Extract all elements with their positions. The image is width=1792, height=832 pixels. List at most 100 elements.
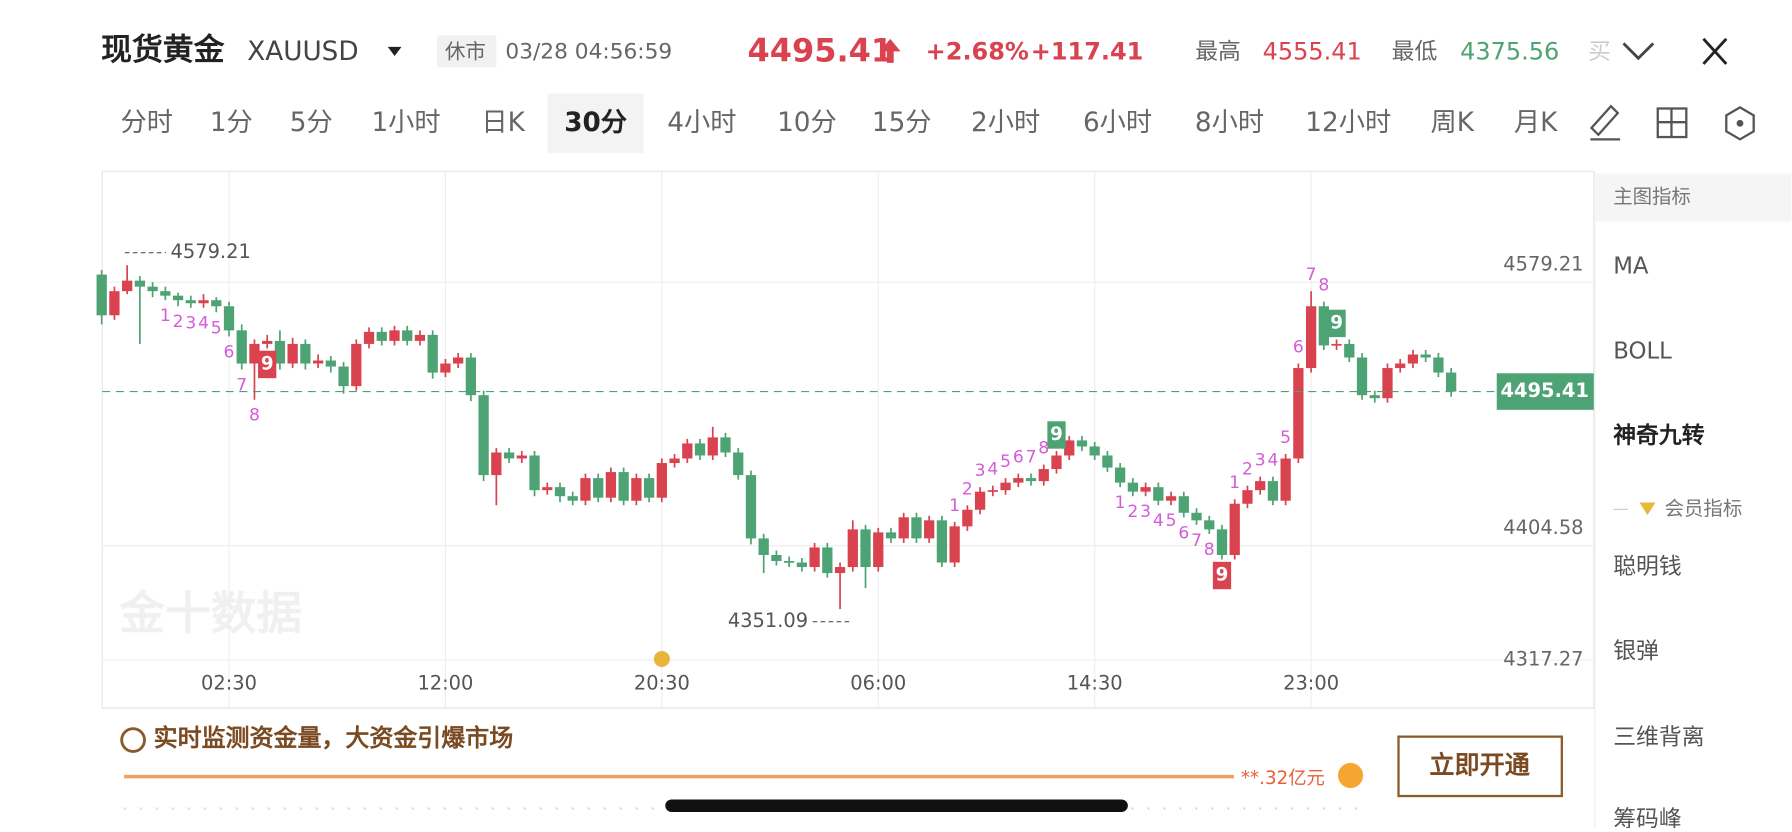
tab-active-bg [547,93,644,154]
candle-body [924,520,935,539]
close-icon[interactable] [1702,37,1728,65]
td-nine-box [258,350,277,379]
banner-text: 实时监测资金量，大资金引爆市场 [154,724,514,752]
td-nine-box [1212,561,1232,590]
x-tick-label: 02:30 [201,672,257,695]
candle-body [1153,487,1164,501]
settings-icon[interactable] [1725,106,1755,141]
td-count: 8 [1318,276,1329,296]
candle-body [134,280,146,287]
tab[interactable]: 12小时 [1305,108,1391,138]
min-label: 4351.09 [728,609,808,632]
tab[interactable]: 月K [1514,108,1558,138]
y-tick-label: 4579.21 [1503,253,1583,276]
tab[interactable]: 1小时 [371,108,440,138]
candle-body [631,478,642,501]
tab[interactable]: 周K [1430,108,1474,138]
candle-body [758,538,769,555]
candle-body [974,491,986,510]
tab[interactable]: 2小时 [971,108,1040,138]
open-button-text[interactable]: 立即开通 [1429,750,1529,779]
tab[interactable]: 4小时 [667,108,736,138]
candle-body [1076,440,1088,447]
layout-icon-lines [1657,108,1687,138]
indicator-item[interactable]: 筹码峰 [1613,807,1682,832]
candle-body [529,455,540,491]
watermark: 金十数据 [118,587,302,640]
symbol[interactable]: XAUUSD [247,37,358,67]
candle-body [809,547,820,568]
candle-body [1191,512,1202,521]
indicator-item[interactable]: MA [1613,254,1649,280]
high: 4555.41 [1263,38,1362,66]
tab[interactable]: 1分 [210,108,253,138]
candle-body [325,360,336,367]
candle-body [784,561,795,563]
candle-body [682,443,693,459]
td-count: 1 [949,496,960,516]
low: 4375.56 [1460,38,1559,66]
tab[interactable]: 分时 [121,108,174,138]
td-nine: 9 [1050,424,1063,445]
td-count: 1 [1229,473,1240,493]
indicator-item[interactable]: BOLL [1613,338,1672,364]
banner-icon [120,727,146,753]
indicator-item[interactable]: 神奇九转 [1613,422,1704,449]
td-count: 2 [173,312,184,332]
draw-icon[interactable] [1589,104,1621,141]
td-count: 3 [975,461,986,481]
candle-body [1051,455,1062,470]
banner-amount: **.32亿元 [1241,768,1325,789]
candle-body [414,334,426,341]
indicator-item[interactable]: 聪明钱 [1613,554,1681,580]
y-tick-label: 4404.58 [1503,516,1583,539]
indicator-item[interactable]: 三维背离 [1613,724,1704,750]
td-count: 5 [211,318,222,338]
candle-body [1420,354,1431,358]
dropdown-icon[interactable] [387,46,402,56]
candle-body [618,472,629,501]
candle-body [1382,368,1393,399]
tab[interactable]: 10分 [777,108,837,138]
tab[interactable]: 15分 [872,108,932,138]
low-label: 最低 [1392,39,1438,65]
td-nine: 9 [1330,312,1343,333]
candle-body [1089,446,1100,456]
candle-body [185,300,196,304]
td-count: 4 [1267,451,1278,471]
candle-body [745,475,757,539]
candle-body [1433,357,1444,373]
candle-body [300,343,311,364]
tab[interactable]: 8小时 [1195,108,1264,138]
candle-body [1242,490,1253,504]
tab[interactable]: 30分 [564,108,627,138]
candle-body [936,520,948,563]
candle-body [312,360,324,364]
td-nine: 9 [1216,565,1229,586]
plot-frame [101,170,1595,709]
candle-body [491,452,502,476]
x-tick-label: 20:30 [634,672,690,695]
candle-body [172,295,184,301]
tab[interactable]: 6小时 [1083,108,1152,138]
candle-body [885,532,897,539]
candle-body [554,487,566,497]
candle-body [1165,496,1177,501]
candle-body [262,340,273,344]
header: 现货黄金 XAUUSD 休市 03/28 04:56:59 4495.41 +2… [101,32,1728,70]
high-label: 最高 [1195,39,1241,65]
panel-title: 主图指标 [1613,185,1691,208]
indicator-item[interactable]: 银弹 [1613,639,1659,665]
expand-icon[interactable] [1622,42,1655,61]
tool-icons [1589,104,1755,141]
td-count: 8 [1204,540,1215,560]
tab[interactable]: 5分 [290,108,333,138]
candle-body [1369,395,1380,399]
candle-body [822,547,833,574]
candle-body [580,478,591,501]
tab[interactable]: 日K [481,108,525,138]
instrument-name: 现货黄金 [101,32,224,68]
open-button[interactable] [1397,735,1563,798]
candle-body [898,517,909,539]
